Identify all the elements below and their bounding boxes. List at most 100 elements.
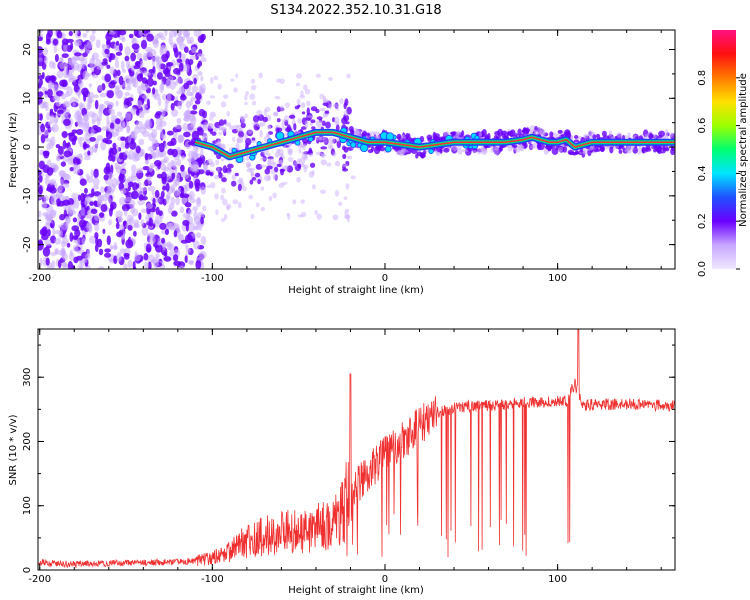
spectral-point <box>57 259 62 269</box>
spectral-point <box>126 125 131 134</box>
spectral-point <box>302 84 308 91</box>
spectral-point <box>218 125 224 131</box>
spectral-point <box>101 83 106 91</box>
spectral-point <box>154 219 160 228</box>
spectral-point <box>44 55 48 65</box>
spectral-point <box>178 135 184 143</box>
spectral-point <box>355 131 361 135</box>
spectral-point <box>108 30 116 35</box>
spectral-point <box>140 208 148 214</box>
spectral-point <box>160 44 168 55</box>
spectral-point <box>184 63 190 73</box>
spectral-point <box>256 123 261 128</box>
spectral-point <box>274 124 280 129</box>
spectral-point <box>146 77 154 87</box>
spectral-point <box>314 210 319 215</box>
spectral-point <box>84 120 90 129</box>
spectral-point <box>98 248 104 256</box>
spectral-point <box>133 230 137 237</box>
spectral-point <box>272 162 276 168</box>
spectral-point <box>130 172 137 178</box>
spectral-point <box>268 195 273 202</box>
spectral-point <box>278 183 285 188</box>
spectral-point <box>168 35 173 46</box>
spectral-point <box>292 199 297 205</box>
spectral-point <box>296 98 301 105</box>
spectral-point <box>618 149 623 154</box>
spectral-point <box>306 100 311 107</box>
spectral-point <box>160 160 165 166</box>
spectral-point <box>67 260 74 269</box>
spectral-point <box>223 128 227 137</box>
spectral-point <box>108 56 112 63</box>
colorbar-gradient <box>712 30 736 269</box>
spectral-point <box>144 119 152 130</box>
spectral-point <box>181 173 190 179</box>
spectral-point <box>237 179 243 185</box>
spectral-point <box>549 131 554 138</box>
spectral-point <box>174 124 182 130</box>
spectral-point <box>319 107 326 112</box>
spectral-point <box>49 209 57 216</box>
spectral-point <box>595 133 601 139</box>
spectral-point <box>339 98 344 105</box>
spectral-point <box>189 260 194 266</box>
spectral-point <box>343 102 347 110</box>
spectral-point <box>47 80 53 90</box>
spectral-point <box>185 222 189 232</box>
spectral-point <box>267 125 271 130</box>
spectral-point <box>49 187 57 194</box>
spectral-point <box>132 224 141 229</box>
spectral-point <box>227 171 232 175</box>
spectral-point <box>122 122 126 130</box>
spectral-point <box>655 144 663 153</box>
spectral-point <box>493 147 500 156</box>
spectral-point <box>170 102 175 111</box>
spectral-point <box>169 250 175 257</box>
spectral-point <box>107 154 114 162</box>
spectral-point <box>71 235 79 240</box>
spectral-point <box>526 127 530 135</box>
spectral-point <box>200 57 207 63</box>
spectral-point <box>249 93 256 100</box>
spectral-point <box>124 92 131 97</box>
spectral-point <box>119 188 127 194</box>
spectral-point <box>195 232 202 239</box>
spectral-point <box>140 219 145 227</box>
spectral-point <box>248 194 254 200</box>
spectral-point <box>92 185 100 190</box>
spectral-point <box>131 43 140 50</box>
spectral-point <box>308 171 315 178</box>
spectral-point <box>209 77 214 84</box>
spectral-point <box>343 146 349 153</box>
spectral-point <box>163 166 169 172</box>
spectral-point <box>297 118 303 124</box>
spectral-point <box>518 144 525 152</box>
spectral-point <box>55 114 59 123</box>
spectral-point <box>250 78 256 84</box>
spectral-point <box>264 168 271 175</box>
spectral-point <box>152 197 156 206</box>
spectral-point <box>45 257 50 266</box>
spectral-point <box>81 237 86 245</box>
spectral-point <box>170 196 176 205</box>
spectral-point <box>84 155 91 161</box>
spectral-point <box>116 252 122 262</box>
spectral-point <box>334 160 340 167</box>
spectral-point <box>73 199 80 209</box>
spectral-point <box>244 113 248 119</box>
spectral-point <box>262 116 268 123</box>
spectral-point <box>54 237 62 245</box>
spectral-point <box>119 248 126 254</box>
spectral-point <box>281 181 288 186</box>
spectral-point <box>308 153 314 157</box>
spectral-point <box>582 150 588 155</box>
spectral-point <box>38 185 43 196</box>
spectral-point <box>95 236 99 246</box>
spectral-point <box>166 241 172 251</box>
spectral-point <box>74 111 82 121</box>
spectral-point <box>163 256 172 262</box>
spectral-point <box>221 187 226 194</box>
spectral-point <box>562 146 568 153</box>
spectral-point <box>281 118 286 123</box>
